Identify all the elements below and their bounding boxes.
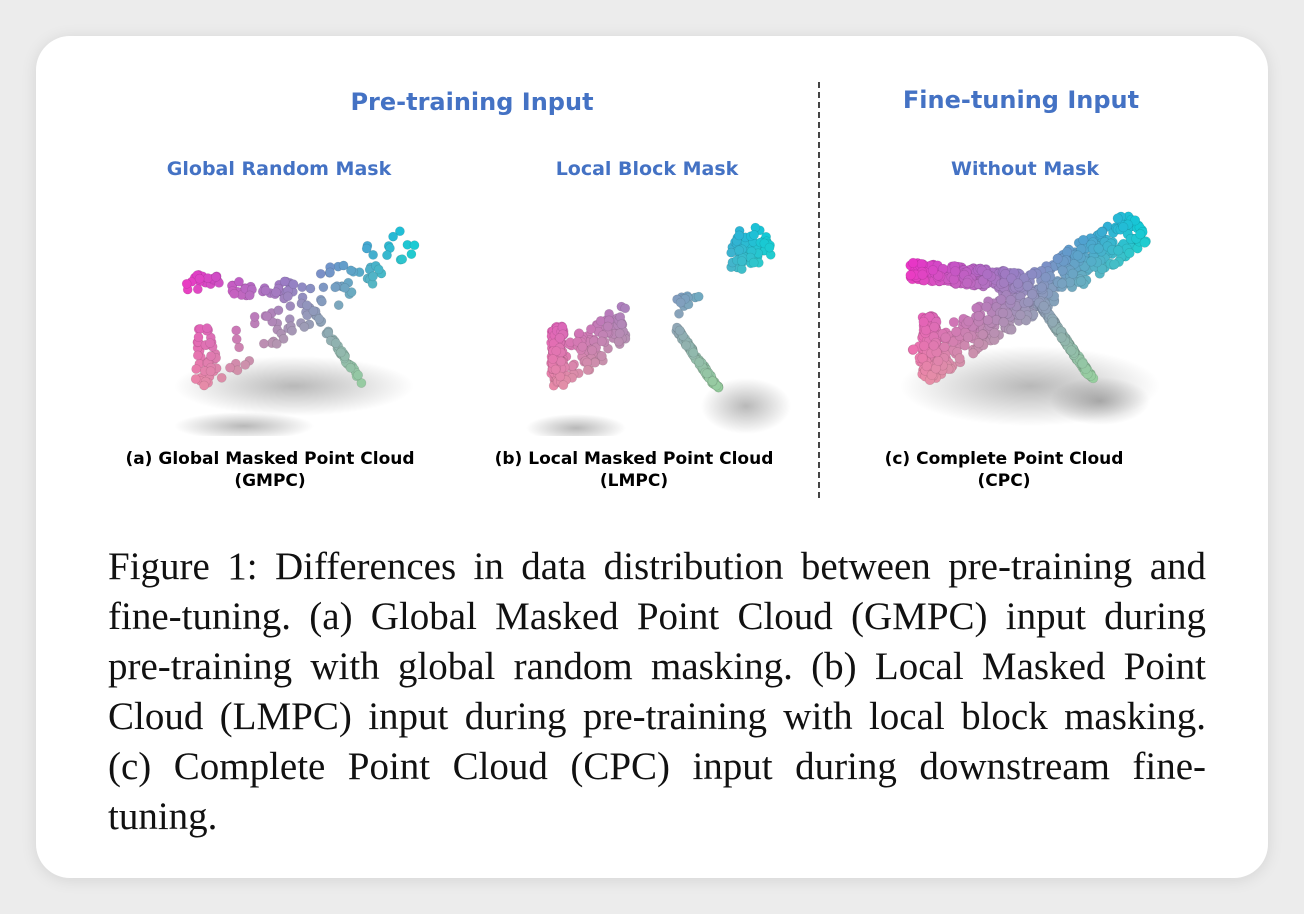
panel-c-caption: (c) Complete Point Cloud (CPC) [834, 448, 1174, 492]
panel-a-caption-line2: (GMPC) [234, 471, 306, 491]
panel-a-caption-line1: (a) Global Masked Point Cloud [125, 449, 415, 469]
panel-c-caption-line1: (c) Complete Point Cloud [884, 449, 1124, 469]
finetuning-title: Fine-tuning Input [902, 86, 1140, 114]
panel-c-caption-line2: (CPC) [977, 471, 1031, 491]
mask-label-none: Without Mask [950, 158, 1100, 180]
panel-a-caption: (a) Global Masked Point Cloud (GMPC) [100, 448, 440, 492]
mask-label-global: Global Random Mask [166, 158, 392, 180]
figure-card: Pre-training Input Fine-tuning Input Glo… [36, 36, 1268, 878]
mask-label-local: Local Block Mask [555, 158, 739, 180]
cpc-point-cloud-image [900, 211, 1160, 426]
pretraining-title: Pre-training Input [350, 88, 594, 116]
section-divider [818, 82, 820, 498]
panel-b-caption-line2: (LMPC) [599, 471, 669, 491]
figure-caption: Figure 1: Differences in data distributi… [108, 545, 1206, 838]
panel-b-caption: (b) Local Masked Point Cloud (LMPC) [464, 448, 804, 492]
lmpc-point-cloud-image [526, 222, 791, 436]
panel-b-caption-line1: (b) Local Masked Point Cloud [494, 449, 774, 469]
gmpc-point-cloud-image [174, 226, 420, 436]
